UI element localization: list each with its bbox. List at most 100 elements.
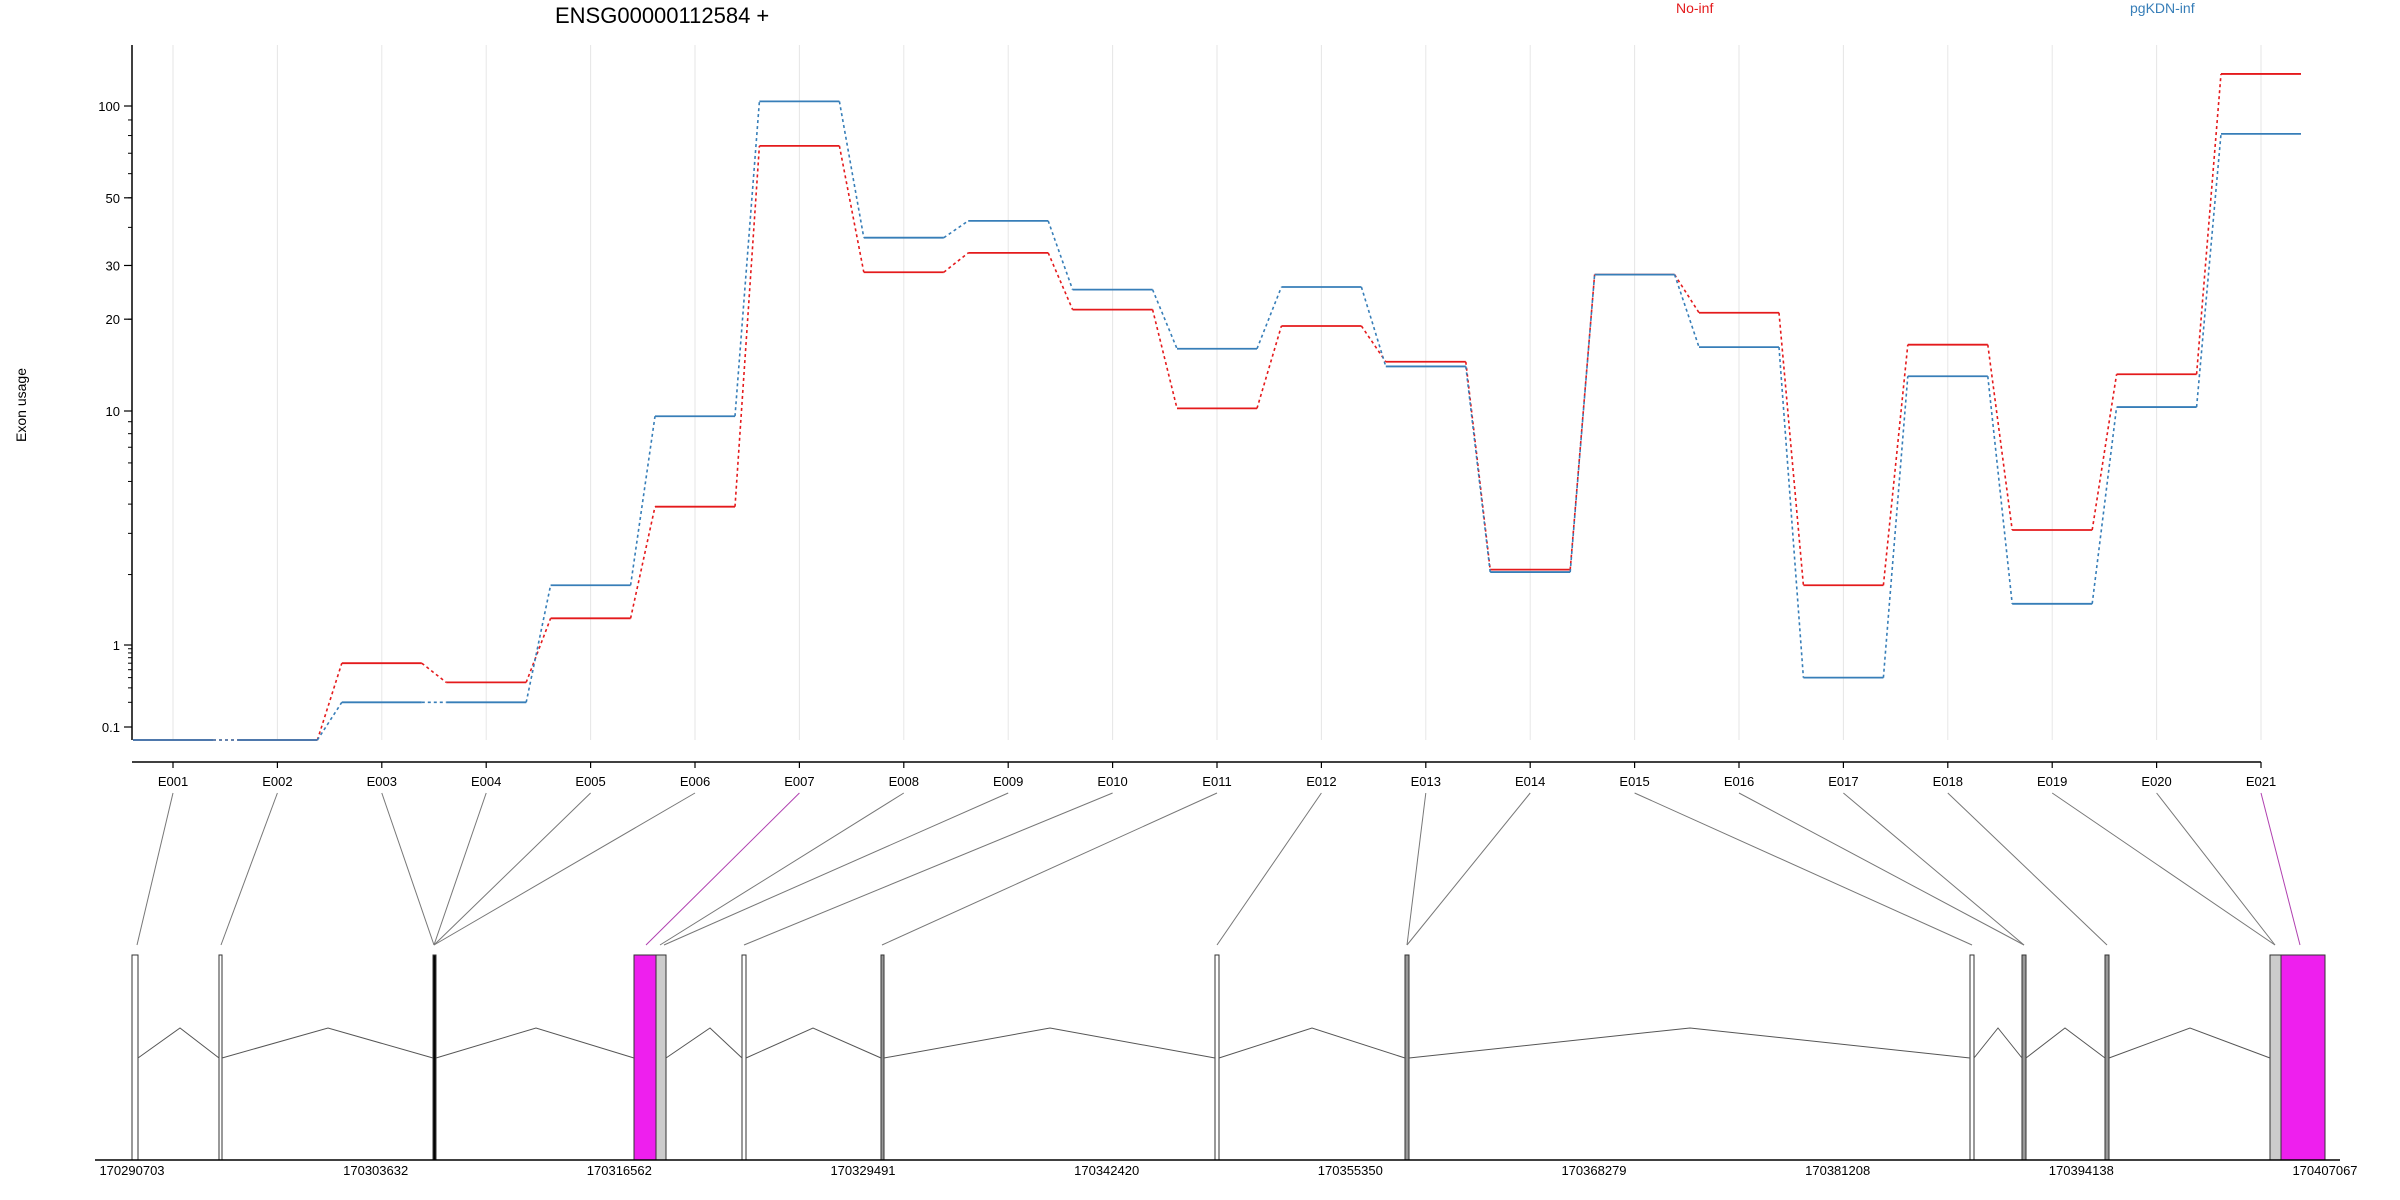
exon-block-2 (218, 954, 223, 1161)
series-no-inf-link (838, 145, 865, 273)
series-pgkdn-inf-link (2195, 133, 2222, 408)
x-tick-label-e021: E021 (2246, 774, 2276, 789)
series-no-inf-link (734, 145, 761, 507)
connector-e002 (220, 792, 278, 946)
exon-block-7 (880, 954, 885, 1161)
series-pgkdn-inf-link (525, 585, 552, 703)
x-tick-label-e001: E001 (158, 774, 188, 789)
coordinate-label-9: 170394138 (2049, 1163, 2114, 1178)
intron-line-8 (1408, 1027, 1971, 1059)
coordinate-label-10: 170407067 (2292, 1163, 2357, 1178)
x-tick-label-e013: E013 (1411, 774, 1441, 789)
series-no-inf-link (1360, 325, 1387, 363)
x-tick-label-e003: E003 (367, 774, 397, 789)
series-pgkdn-inf-link (1151, 289, 1178, 350)
connector-e014 (1406, 792, 1531, 946)
exon-block-5 (655, 954, 667, 1161)
x-tick-label-e012: E012 (1306, 774, 1336, 789)
series-no-inf-link (1151, 309, 1178, 409)
exon-block-8 (1214, 954, 1220, 1161)
chart-title: ENSG00000112584 + (555, 3, 769, 28)
series-no-inf-link (1256, 325, 1283, 409)
intron-line-3 (435, 1027, 635, 1059)
y-tick-label: 100 (98, 99, 120, 114)
intron-line-7 (1218, 1027, 1406, 1059)
coordinate-label-4: 170329491 (830, 1163, 895, 1178)
connector-e019 (2051, 792, 2276, 946)
exon-block-12 (2104, 954, 2110, 1161)
x-tick-label-e007: E007 (784, 774, 814, 789)
legend-pgkdn-inf: pgKDN-inf (2130, 0, 2195, 16)
connector-e008 (659, 792, 905, 946)
exon-block-6 (741, 954, 747, 1161)
x-tick-label-e015: E015 (1619, 774, 1649, 789)
intron-line-10 (2025, 1027, 2106, 1059)
exon-block-9 (1404, 954, 1410, 1161)
x-tick-label-e014: E014 (1515, 774, 1545, 789)
series-no-inf-link (421, 662, 447, 684)
coordinate-label-1: 170290703 (99, 1163, 164, 1178)
series-no-inf-link (1047, 252, 1074, 310)
connector-e016 (1738, 792, 2025, 946)
y-tick-label: 30 (106, 258, 120, 273)
x-tick-label-e011: E011 (1202, 774, 1231, 789)
coordinate-label-5: 170342420 (1074, 1163, 1139, 1178)
series-no-inf-link (943, 252, 969, 273)
connector-e007 (645, 792, 800, 946)
coordinate-label-8: 170381208 (1805, 1163, 1870, 1178)
x-tick-label-e009: E009 (993, 774, 1023, 789)
x-tick-label-e008: E008 (889, 774, 919, 789)
connector-e018 (1947, 792, 2108, 946)
grid-lines (172, 45, 2262, 740)
x-tick-label-e002: E002 (262, 774, 292, 789)
y-tick-label: 50 (106, 191, 120, 206)
coordinate-label-7: 170368279 (1561, 1163, 1626, 1178)
connector-e013 (1406, 792, 1427, 946)
series-no-inf-link (629, 506, 656, 619)
x-tick-label-e019: E019 (2037, 774, 2067, 789)
y-tick-label: 20 (106, 312, 120, 327)
exon-connectors (136, 792, 2301, 946)
exon-block-14 (2280, 954, 2326, 1161)
coordinate-label-6: 170355350 (1318, 1163, 1383, 1178)
exon-block-11 (2021, 954, 2027, 1161)
genomic-coordinate-axis: 170290703 170303632 170316562 170329491 1703… (95, 1159, 2358, 1178)
gene-model (131, 954, 2326, 1161)
series-pgkdn-inf-link (1256, 286, 1283, 350)
series-pgkdn-inf-link (1465, 366, 1491, 573)
x-tick-label-e006: E006 (680, 774, 710, 789)
series-no-inf-link (1987, 344, 2013, 531)
series-no-inf-link (2195, 73, 2222, 375)
connector-e011 (881, 792, 1218, 946)
intron-line-1 (137, 1027, 220, 1059)
connector-e001 (136, 792, 174, 946)
exon-block-13 (2269, 954, 2282, 1161)
x-tick-label-e016: E016 (1724, 774, 1754, 789)
connector-e009 (663, 792, 1009, 946)
connector-e010 (743, 792, 1113, 946)
intron-line-9 (1973, 1027, 2023, 1059)
series-no-inf-link (2091, 374, 2118, 531)
y-tick-label: 1 (113, 638, 120, 653)
series-no-inf-link (316, 662, 343, 741)
connector-e003 (381, 792, 435, 946)
x-tick-label-e018: E018 (1933, 774, 1963, 789)
intron-line-11 (2108, 1027, 2271, 1059)
coordinate-label-3: 170316562 (587, 1163, 652, 1178)
series-no-inf-link (1778, 312, 1805, 586)
series-pgkdn-inf-link (629, 416, 656, 586)
series-pgkdn-inf-link (1360, 286, 1387, 367)
connector-e012 (1216, 792, 1322, 946)
series-pgkdn-inf-link (1987, 376, 2013, 604)
legend-no-inf: No-inf (1676, 0, 1713, 16)
connector-e005 (433, 792, 591, 946)
connector-e017 (1843, 792, 2025, 946)
y-axis-label: Exon usage (13, 368, 29, 442)
y-tick-label: 10 (106, 404, 120, 419)
exon-block-1 (131, 954, 139, 1161)
connector-e020 (2156, 792, 2276, 946)
exon-block-10 (1969, 954, 1975, 1161)
exon-block-4 (633, 954, 657, 1161)
exon-block-3 (432, 954, 437, 1161)
